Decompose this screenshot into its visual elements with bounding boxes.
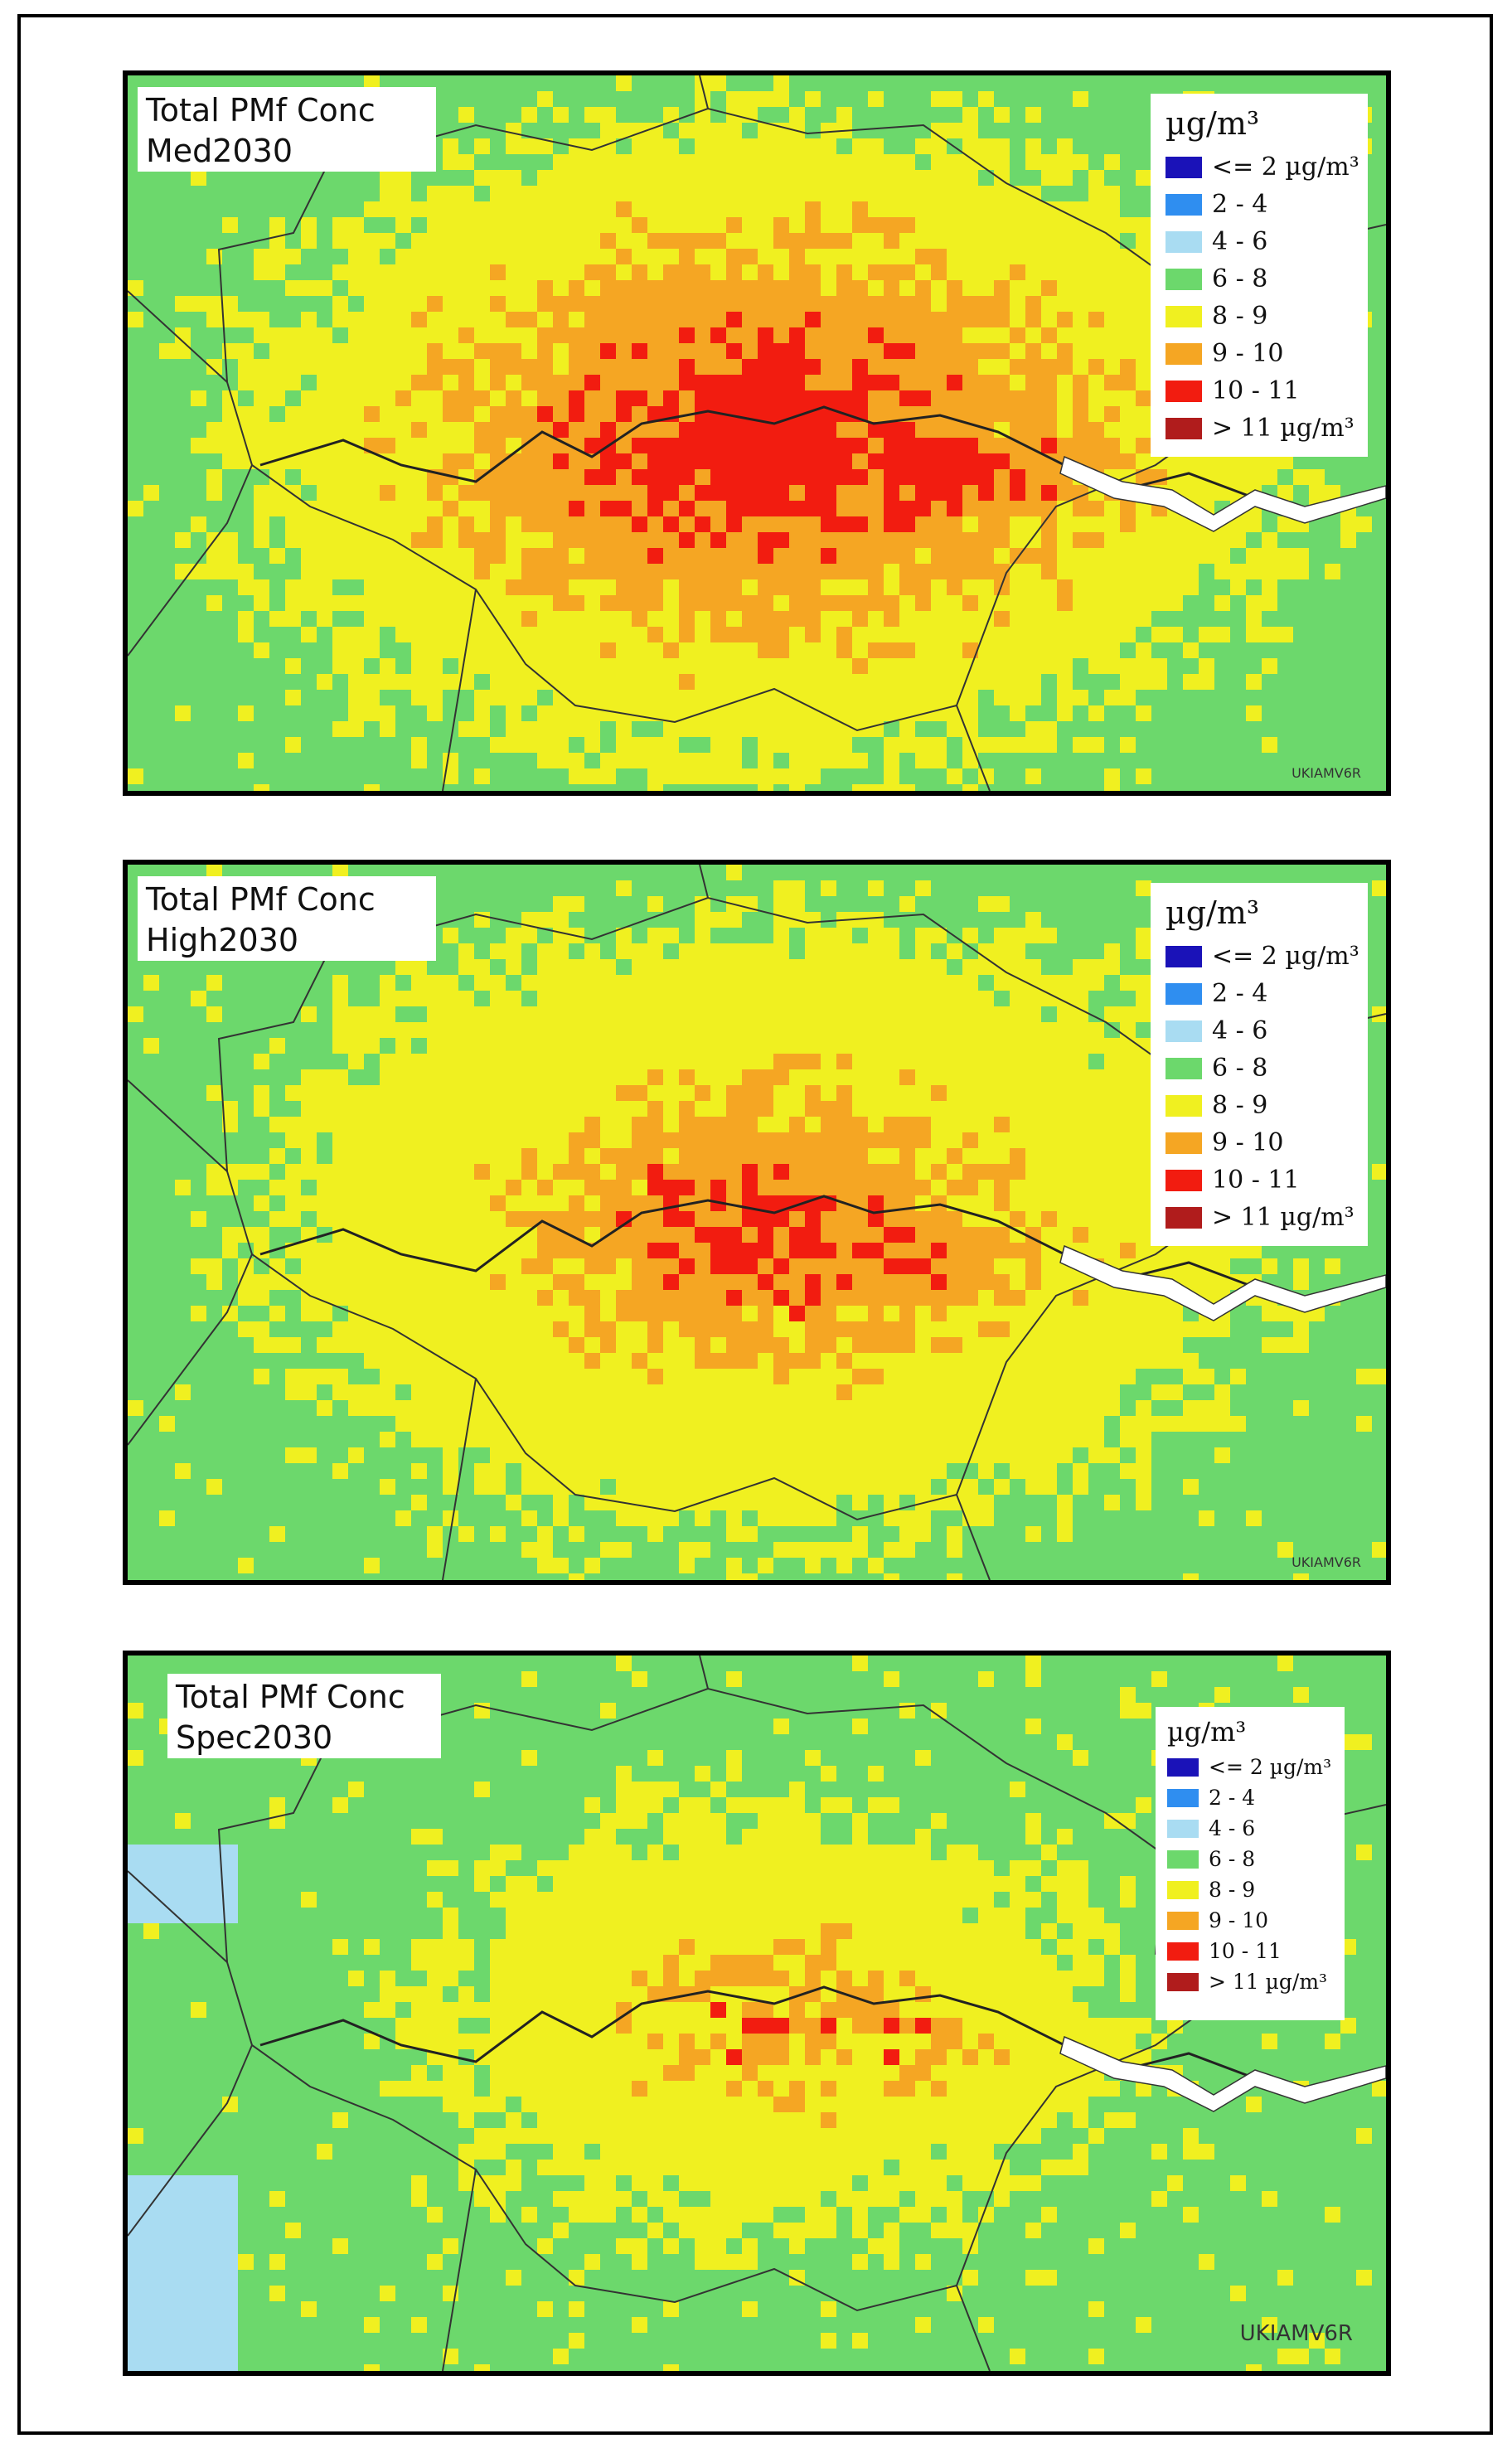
legend-item: 6 - 8 <box>1166 1050 1358 1087</box>
legend-swatch <box>1166 1020 1202 1042</box>
legend-label: 8 - 9 <box>1209 1878 1256 1902</box>
legend-label: 4 - 6 <box>1212 227 1268 256</box>
legend-item: <= 2 µg/m³ <box>1167 1752 1336 1782</box>
legend-label: > 11 µg/m³ <box>1209 1970 1328 1994</box>
map-credit: UKIAMV6R <box>1292 765 1361 781</box>
legend-swatch <box>1166 945 1202 967</box>
legend-unit: µg/m³ <box>1166 105 1260 142</box>
legend-swatch <box>1166 1206 1202 1229</box>
legend-item: 8 - 9 <box>1167 1874 1336 1905</box>
legend-unit: µg/m³ <box>1166 894 1260 931</box>
legend-swatch <box>1167 1819 1199 1838</box>
legend-label: 8 - 9 <box>1212 302 1268 331</box>
legend-item: 4 - 6 <box>1166 1012 1358 1050</box>
legend-swatch <box>1167 1880 1199 1899</box>
legend-item: 8 - 9 <box>1166 298 1358 335</box>
estuary-water <box>1059 1244 1386 1321</box>
map-credit: UKIAMV6R <box>1292 1554 1361 1570</box>
legend-label: <= 2 µg/m³ <box>1209 1755 1332 1779</box>
legend-item: 6 - 8 <box>1167 1844 1336 1874</box>
legend-item: 9 - 10 <box>1166 1124 1358 1161</box>
legend-label: 9 - 10 <box>1212 339 1284 368</box>
map-legend: µg/m³ <= 2 µg/m³ 2 - 4 4 - 6 6 - 8 8 - 9 9 - … <box>1151 883 1368 1246</box>
legend-swatch <box>1166 342 1202 365</box>
map-title-line2: Spec2030 <box>176 1719 333 1756</box>
map-title-line1: Total PMf Conc <box>146 92 376 128</box>
legend-label: 10 - 11 <box>1209 1939 1282 1963</box>
legend-swatch <box>1166 1057 1202 1079</box>
legend-label: 2 - 4 <box>1209 1786 1256 1810</box>
legend-swatch <box>1167 1972 1199 1991</box>
legend-item: 9 - 10 <box>1166 335 1358 372</box>
map-legend: µg/m³ <= 2 µg/m³ 2 - 4 4 - 6 6 - 8 8 - 9 9 - … <box>1156 1707 1345 2020</box>
map-title-line1: Total PMf Conc <box>176 1679 405 1715</box>
legend-label: <= 2 µg/m³ <box>1212 153 1359 182</box>
legend-swatch <box>1166 417 1202 439</box>
legend-swatch <box>1166 305 1202 327</box>
legend-swatch <box>1166 156 1202 178</box>
legend-item: 10 - 11 <box>1166 1161 1358 1199</box>
legend-label: 2 - 4 <box>1212 190 1268 219</box>
legend-swatch <box>1167 1849 1199 1869</box>
legend-item: 8 - 9 <box>1166 1087 1358 1124</box>
legend-label: 8 - 9 <box>1212 1091 1268 1120</box>
legend-label: 4 - 6 <box>1212 1016 1268 1045</box>
legend-swatch <box>1166 982 1202 1005</box>
legend-item: > 11 µg/m³ <box>1166 410 1358 447</box>
legend-item: 9 - 10 <box>1167 1905 1336 1936</box>
legend-item: > 11 µg/m³ <box>1166 1199 1358 1236</box>
map-legend: µg/m³ <= 2 µg/m³ 2 - 4 4 - 6 6 - 8 8 - 9 9 - … <box>1151 94 1368 457</box>
map-panel-med2030: Total PMf Conc Med2030 µg/m³ <= 2 µg/m³ 2… <box>123 70 1391 796</box>
legend-item: 2 - 4 <box>1166 186 1358 223</box>
legend-swatch <box>1167 1942 1199 1961</box>
legend-item: 4 - 6 <box>1167 1813 1336 1844</box>
map-title: Total PMf Conc Med2030 <box>138 87 436 172</box>
legend-swatch <box>1166 230 1202 253</box>
legend-swatch <box>1166 268 1202 290</box>
legend-label: 6 - 8 <box>1212 1054 1268 1083</box>
map-title: Total PMf Conc High2030 <box>138 876 436 961</box>
map-panel-high2030: Total PMf Conc High2030 µg/m³ <= 2 µg/m³… <box>123 860 1391 1585</box>
map-title-line2: High2030 <box>146 922 299 958</box>
legend-swatch <box>1167 1788 1199 1807</box>
estuary-water <box>1059 455 1386 532</box>
legend-unit: µg/m³ <box>1167 1716 1247 1748</box>
legend-item: <= 2 µg/m³ <box>1166 148 1359 186</box>
legend-label: > 11 µg/m³ <box>1212 1203 1354 1232</box>
legend-swatch <box>1166 1169 1202 1191</box>
legend-swatch <box>1166 193 1202 216</box>
map-title-line1: Total PMf Conc <box>146 881 376 918</box>
concentration-map <box>128 1656 1386 2371</box>
legend-label: 10 - 11 <box>1212 1166 1300 1195</box>
legend-item: 10 - 11 <box>1167 1936 1336 1966</box>
map-title: Total PMf Conc Spec2030 <box>167 1674 441 1758</box>
legend-label: 2 - 4 <box>1212 979 1268 1008</box>
grid-cells <box>128 1656 1386 2371</box>
legend-item: 10 - 11 <box>1166 372 1358 410</box>
legend-label: 6 - 8 <box>1212 264 1268 293</box>
legend-label: 9 - 10 <box>1212 1128 1284 1157</box>
legend-item: 2 - 4 <box>1166 975 1358 1012</box>
legend-swatch <box>1166 380 1202 402</box>
legend-label: 10 - 11 <box>1212 376 1300 405</box>
legend-item: <= 2 µg/m³ <box>1166 938 1359 975</box>
concentration-map <box>128 865 1386 1580</box>
legend-item: 4 - 6 <box>1166 223 1358 260</box>
legend-swatch <box>1167 1757 1199 1777</box>
legend-swatch <box>1167 1911 1199 1930</box>
legend-swatch <box>1166 1094 1202 1117</box>
legend-item: 2 - 4 <box>1167 1782 1336 1813</box>
legend-swatch <box>1166 1132 1202 1154</box>
legend-item: 6 - 8 <box>1166 260 1358 298</box>
map-credit: UKIAMV6R <box>1239 2321 1353 2346</box>
legend-label: 4 - 6 <box>1209 1816 1256 1840</box>
map-title-line2: Med2030 <box>146 133 293 169</box>
map-panel-spec2030: Total PMf Conc Spec2030 µg/m³ <= 2 µg/m³… <box>123 1651 1391 2376</box>
legend-label: <= 2 µg/m³ <box>1212 942 1359 971</box>
legend-label: > 11 µg/m³ <box>1212 414 1354 443</box>
legend-label: 9 - 10 <box>1209 1908 1269 1932</box>
estuary-water <box>1059 2035 1386 2112</box>
legend-item: > 11 µg/m³ <box>1167 1966 1336 1997</box>
legend-label: 6 - 8 <box>1209 1847 1256 1871</box>
